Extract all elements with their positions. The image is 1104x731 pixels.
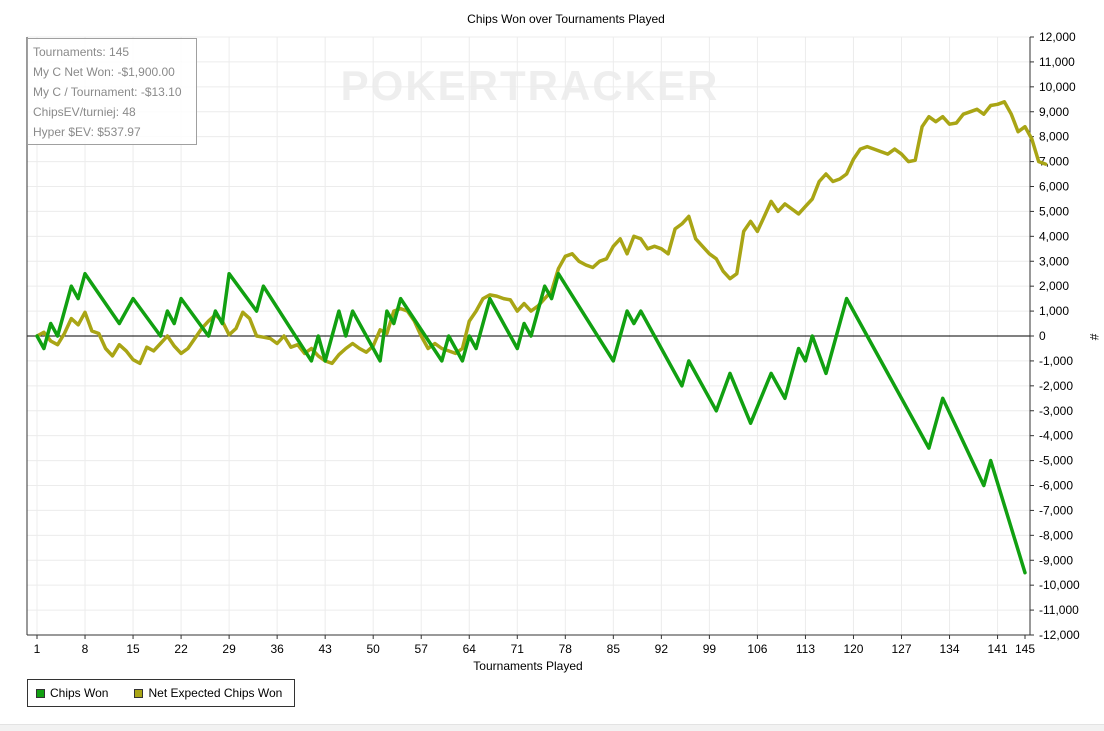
y-tick-label: 9,000 [1039, 105, 1069, 119]
x-tick-label: 1 [34, 642, 41, 656]
legend-swatch-net-expected [134, 688, 144, 698]
x-tick-label: 15 [126, 642, 140, 656]
x-tick-label: 57 [415, 642, 429, 656]
x-tick-label: 127 [891, 642, 911, 656]
x-axis-label: Tournaments Played [473, 659, 582, 673]
x-tick-label: 141 [988, 642, 1008, 656]
y-tick-label: 6,000 [1039, 180, 1069, 194]
y-tick-label: 3,000 [1039, 254, 1069, 268]
y-tick-label: 1,000 [1039, 304, 1069, 318]
y-tick-label: -2,000 [1039, 379, 1073, 393]
series-line-chips-won [35, 271, 1027, 575]
y-tick-label: -9,000 [1039, 553, 1073, 567]
y-tick-label: -1,000 [1039, 354, 1073, 368]
x-tick-label: 22 [174, 642, 188, 656]
x-tick-label: 78 [559, 642, 573, 656]
y-tick-label: -5,000 [1039, 454, 1073, 468]
x-tick-label: 85 [607, 642, 621, 656]
y-tick-label: 0 [1039, 329, 1046, 343]
y-axis-label: # [1087, 334, 1101, 341]
y-tick-label: 10,000 [1039, 80, 1076, 94]
x-tick-label: 120 [843, 642, 863, 656]
x-tick-label: 64 [463, 642, 477, 656]
y-tick-label: -8,000 [1039, 528, 1073, 542]
legend-label-chips-won: Chips Won [50, 686, 109, 700]
stat-hyper-ev: Hyper $EV: $537.97 [33, 125, 141, 139]
stats-summary-box: Tournaments: 145 My C Net Won: -$1,900.0… [27, 38, 197, 145]
chart-title: Chips Won over Tournaments Played [467, 12, 665, 26]
x-tick-label: 29 [222, 642, 236, 656]
y-tick-label: 5,000 [1039, 204, 1069, 218]
y-tick-label: -11,000 [1039, 603, 1079, 617]
x-tick-label: 36 [270, 642, 284, 656]
x-tick-label: 92 [655, 642, 669, 656]
chart-legend: Chips Won Net Expected Chips Won [27, 679, 295, 707]
legend-label-net-expected: Net Expected Chips Won [148, 686, 283, 700]
legend-item-chips-won[interactable]: Chips Won [36, 686, 108, 700]
y-tick-label: 2,000 [1039, 279, 1069, 293]
legend-item-net-expected[interactable]: Net Expected Chips Won [134, 686, 282, 700]
y-tick-label: -10,000 [1039, 578, 1080, 592]
y-tick-label: -3,000 [1039, 404, 1073, 418]
x-tick-label: 145 [1015, 642, 1035, 656]
stat-per-tournament: My C / Tournament: -$13.10 [33, 85, 182, 99]
y-tick-label: 8,000 [1039, 130, 1069, 144]
x-tick-label: 71 [511, 642, 525, 656]
legend-swatch-chips-won [36, 688, 45, 698]
bottom-status-strip [0, 724, 1104, 731]
x-tick-label: 113 [796, 642, 815, 656]
x-tick-label: 8 [82, 642, 89, 656]
y-tick-label: -7,000 [1039, 503, 1073, 517]
y-tick-label: -12,000 [1039, 628, 1080, 642]
x-tick-label: 43 [318, 642, 332, 656]
x-tick-label: 99 [703, 642, 717, 656]
y-tick-label: 12,000 [1039, 30, 1076, 44]
x-tick-label: 106 [747, 642, 767, 656]
y-tick-label: 11,000 [1039, 55, 1075, 69]
x-tick-label: 134 [940, 642, 960, 656]
y-tick-label: -4,000 [1039, 429, 1073, 443]
x-tick-label: 50 [367, 642, 381, 656]
stat-tournaments: Tournaments: 145 [33, 45, 130, 59]
y-tick-label: -6,000 [1039, 479, 1073, 493]
y-tick-label: 4,000 [1039, 229, 1069, 243]
stat-chipsev: ChipsEV/turniej: 48 [33, 105, 136, 119]
stat-net-won: My C Net Won: -$1,900.00 [33, 65, 175, 79]
pokertracker-watermark: POKERTRACKER [341, 62, 720, 109]
